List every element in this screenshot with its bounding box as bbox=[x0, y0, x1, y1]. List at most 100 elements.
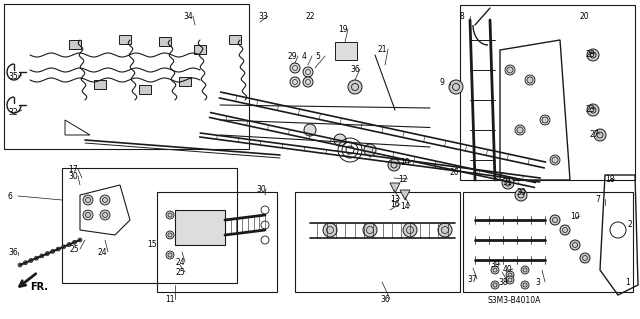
Circle shape bbox=[540, 115, 550, 125]
Circle shape bbox=[570, 240, 580, 250]
Circle shape bbox=[56, 247, 60, 251]
Text: 19: 19 bbox=[338, 25, 348, 34]
Text: 30: 30 bbox=[516, 188, 525, 197]
Circle shape bbox=[515, 189, 527, 201]
Circle shape bbox=[560, 225, 570, 235]
Circle shape bbox=[521, 281, 529, 289]
Text: 36: 36 bbox=[350, 65, 360, 74]
Text: 4: 4 bbox=[302, 52, 307, 61]
Text: 6: 6 bbox=[8, 192, 13, 201]
Bar bbox=[194, 45, 206, 54]
Circle shape bbox=[303, 77, 313, 87]
Circle shape bbox=[550, 155, 560, 165]
Bar bbox=[295, 192, 460, 292]
Text: 18: 18 bbox=[605, 175, 614, 184]
Circle shape bbox=[29, 258, 33, 263]
Circle shape bbox=[83, 210, 93, 220]
Text: 1: 1 bbox=[625, 278, 630, 287]
Text: 3: 3 bbox=[535, 278, 540, 287]
Circle shape bbox=[35, 256, 38, 260]
Circle shape bbox=[438, 223, 452, 237]
Circle shape bbox=[24, 261, 28, 265]
Text: 12: 12 bbox=[398, 175, 408, 184]
Circle shape bbox=[449, 80, 463, 94]
Circle shape bbox=[166, 211, 174, 219]
Circle shape bbox=[506, 271, 514, 279]
Text: 37: 37 bbox=[467, 275, 477, 284]
Text: 29: 29 bbox=[288, 52, 298, 61]
Circle shape bbox=[388, 159, 400, 171]
Text: 5: 5 bbox=[315, 52, 320, 61]
Bar bbox=[157, 192, 277, 292]
Circle shape bbox=[290, 77, 300, 87]
Circle shape bbox=[506, 276, 514, 284]
Text: 35: 35 bbox=[8, 72, 18, 81]
Text: 24: 24 bbox=[175, 258, 184, 267]
Circle shape bbox=[45, 252, 49, 256]
Circle shape bbox=[67, 242, 71, 247]
Text: 26: 26 bbox=[450, 168, 460, 177]
Bar bbox=[463, 192, 633, 292]
Text: 36: 36 bbox=[8, 248, 18, 257]
Circle shape bbox=[587, 49, 599, 61]
Text: 14: 14 bbox=[400, 202, 410, 211]
Text: 31: 31 bbox=[502, 178, 511, 187]
Text: 40: 40 bbox=[503, 265, 513, 274]
Circle shape bbox=[594, 129, 606, 141]
Circle shape bbox=[61, 245, 66, 249]
Text: S3M3-B4010A: S3M3-B4010A bbox=[488, 296, 541, 305]
Bar bbox=[335, 42, 357, 60]
Bar bbox=[460, 5, 635, 180]
Circle shape bbox=[78, 238, 82, 242]
Bar bbox=[179, 77, 191, 86]
Circle shape bbox=[166, 231, 174, 239]
Circle shape bbox=[515, 125, 525, 135]
Text: 34: 34 bbox=[183, 12, 193, 21]
Text: 2: 2 bbox=[628, 220, 633, 229]
Circle shape bbox=[100, 210, 110, 220]
Text: 24: 24 bbox=[98, 248, 108, 257]
Text: 27: 27 bbox=[590, 130, 600, 139]
Text: 30: 30 bbox=[68, 172, 77, 181]
Circle shape bbox=[334, 134, 346, 146]
Circle shape bbox=[303, 67, 313, 77]
Bar bbox=[159, 37, 171, 46]
Polygon shape bbox=[400, 190, 410, 200]
Circle shape bbox=[491, 281, 499, 289]
Circle shape bbox=[550, 215, 560, 225]
Circle shape bbox=[100, 195, 110, 205]
Circle shape bbox=[166, 251, 174, 259]
Circle shape bbox=[72, 240, 77, 244]
Text: 22: 22 bbox=[305, 12, 314, 21]
Text: 32: 32 bbox=[8, 108, 18, 117]
Bar bbox=[4, 4, 249, 149]
Circle shape bbox=[525, 75, 535, 85]
Circle shape bbox=[521, 266, 529, 274]
Bar bbox=[229, 35, 241, 44]
Text: 17: 17 bbox=[68, 165, 77, 174]
Circle shape bbox=[363, 223, 377, 237]
Text: 10: 10 bbox=[570, 212, 580, 221]
Text: 15: 15 bbox=[147, 240, 157, 249]
Text: 25: 25 bbox=[70, 245, 79, 254]
Text: 11: 11 bbox=[165, 295, 175, 304]
Circle shape bbox=[40, 254, 44, 258]
Circle shape bbox=[505, 65, 515, 75]
Circle shape bbox=[290, 63, 300, 73]
Bar bbox=[119, 35, 131, 44]
Text: 10: 10 bbox=[400, 158, 410, 167]
Circle shape bbox=[51, 249, 55, 253]
Bar bbox=[62, 168, 237, 283]
Text: 21: 21 bbox=[378, 45, 387, 54]
Circle shape bbox=[364, 144, 376, 156]
Text: 30: 30 bbox=[256, 185, 266, 194]
Text: 20: 20 bbox=[580, 12, 589, 21]
Text: 36: 36 bbox=[380, 295, 390, 304]
Circle shape bbox=[580, 253, 590, 263]
Text: 39: 39 bbox=[490, 260, 500, 269]
Circle shape bbox=[304, 124, 316, 136]
Text: 23: 23 bbox=[585, 105, 595, 114]
Text: 16: 16 bbox=[390, 200, 399, 209]
Text: 8: 8 bbox=[460, 12, 465, 21]
Circle shape bbox=[403, 223, 417, 237]
